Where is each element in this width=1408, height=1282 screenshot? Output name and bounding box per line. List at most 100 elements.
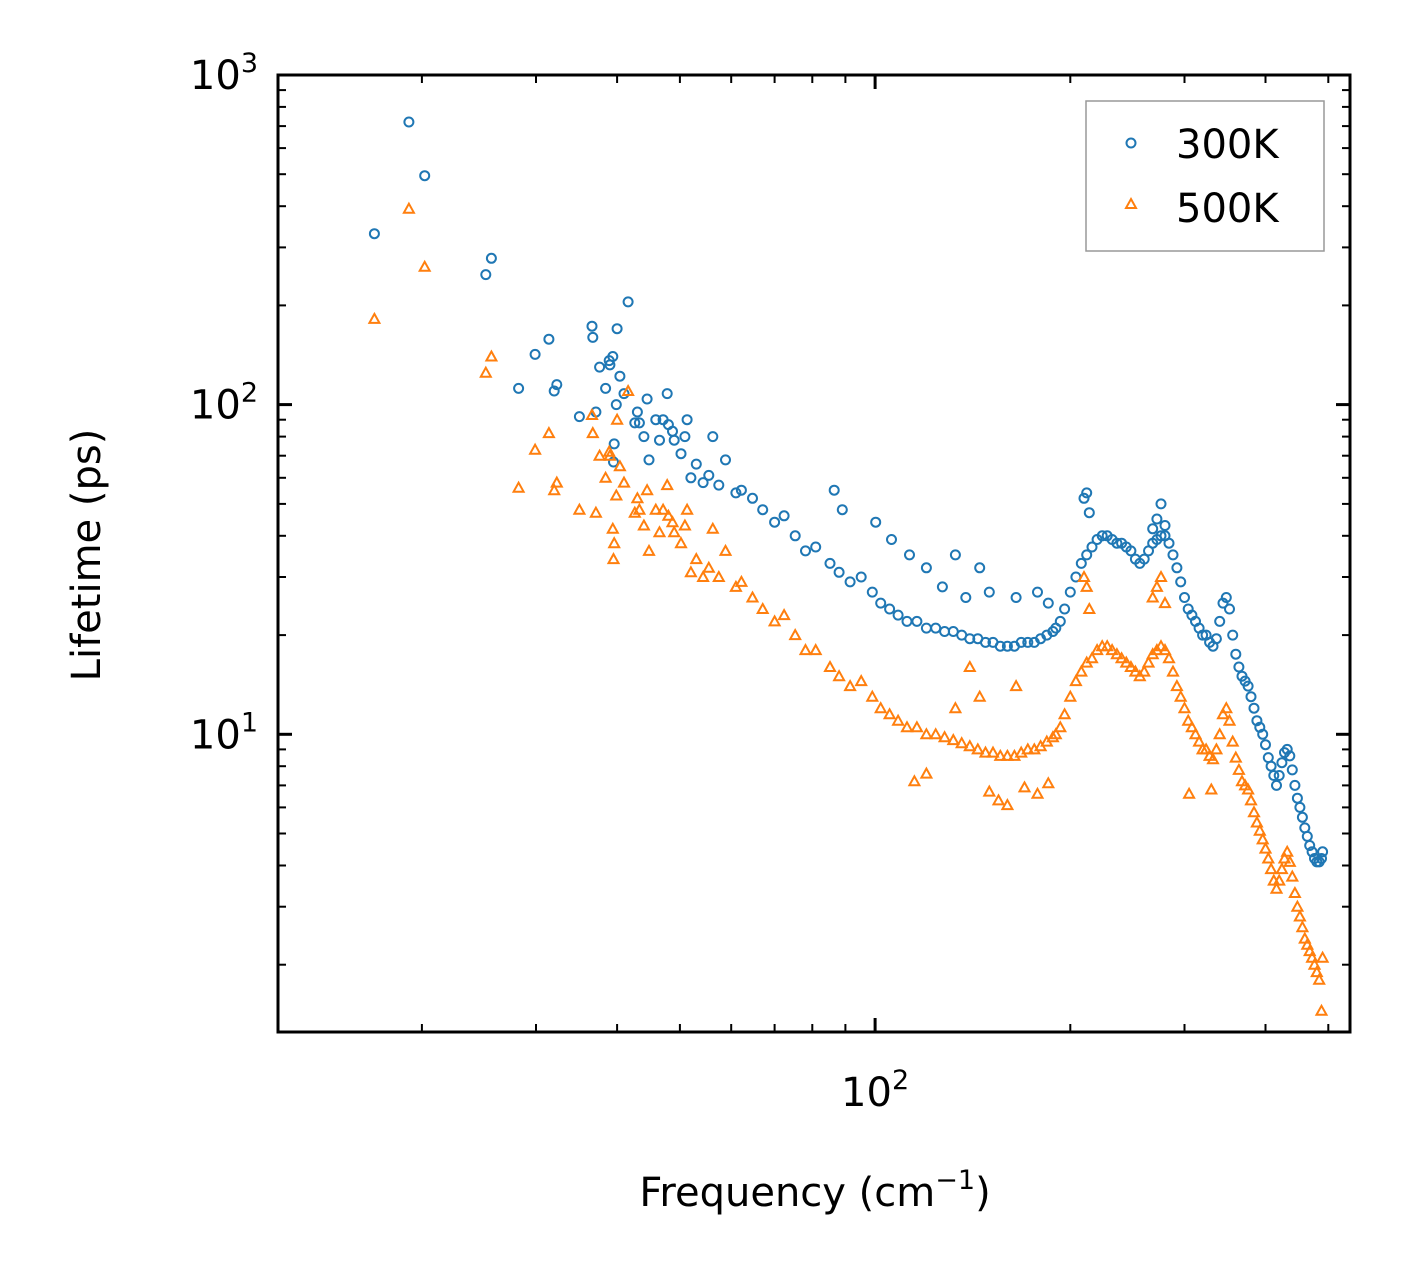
- point-500k: [606, 552, 621, 565]
- point-500k: [756, 601, 770, 614]
- point-500k: [640, 483, 654, 496]
- point-300k: [1284, 750, 1296, 762]
- point-500k: [1232, 762, 1246, 775]
- point-500k: [1150, 579, 1164, 592]
- point-300k: [668, 434, 680, 446]
- point-300k: [800, 545, 811, 557]
- point-500k: [767, 614, 782, 627]
- point-300k: [611, 323, 623, 335]
- point-500k: [1085, 651, 1099, 664]
- point-500k: [418, 259, 432, 272]
- point-300k: [622, 296, 634, 308]
- point-300k: [1210, 633, 1222, 645]
- x-tick-label: 102: [841, 1065, 909, 1116]
- point-500k: [586, 426, 600, 439]
- point-300k: [1233, 661, 1245, 673]
- data-points: [367, 116, 1330, 1016]
- point-500k: [652, 525, 667, 538]
- point-300k: [904, 549, 915, 561]
- point-500k: [1114, 651, 1129, 664]
- point-500k: [1295, 920, 1310, 933]
- legend: 300K 500K: [1085, 100, 1325, 252]
- point-500k: [1041, 776, 1055, 789]
- point-500k: [547, 483, 561, 496]
- point-500k: [613, 459, 627, 472]
- point-500k: [1288, 885, 1302, 898]
- point-500k: [1305, 950, 1319, 963]
- point-500k: [1119, 655, 1133, 668]
- point-500k: [684, 565, 698, 578]
- point-500k: [1128, 664, 1143, 677]
- point-500k: [665, 515, 680, 528]
- point-500k: [1162, 651, 1176, 664]
- point-500k: [1209, 742, 1224, 755]
- point-300k: [1260, 739, 1271, 751]
- point-500k: [1182, 786, 1196, 799]
- point-500k: [674, 536, 688, 549]
- point-500k: [402, 201, 416, 214]
- point-500k: [1053, 720, 1067, 733]
- point-500k: [1219, 701, 1233, 714]
- point-500k: [978, 745, 993, 758]
- point-300k: [960, 592, 972, 603]
- point-500k: [973, 689, 987, 702]
- point-300k: [901, 615, 913, 627]
- point-500k: [1244, 793, 1258, 806]
- point-500k: [854, 674, 868, 687]
- point-500k: [1074, 664, 1088, 677]
- point-500k: [1192, 734, 1206, 747]
- point-300k: [1163, 537, 1175, 549]
- point-300k: [1230, 648, 1242, 660]
- point-500k: [1110, 647, 1124, 660]
- point-300k: [757, 504, 769, 516]
- point-500k: [1069, 674, 1083, 687]
- point-300k: [875, 597, 887, 609]
- point-500k: [1017, 780, 1032, 793]
- point-300k: [419, 170, 431, 182]
- point-300k: [1296, 811, 1308, 823]
- point-300k: [1265, 760, 1277, 772]
- point-300k: [1059, 603, 1071, 615]
- point-300k: [810, 541, 822, 553]
- point-500k: [982, 784, 996, 797]
- point-500k: [621, 383, 635, 396]
- point-300k: [1155, 498, 1167, 510]
- point-500k: [937, 730, 952, 743]
- point-300k: [586, 320, 598, 332]
- point-300k: [1155, 530, 1167, 542]
- point-300k: [368, 228, 380, 240]
- point-500k: [788, 628, 802, 641]
- point-500k: [1057, 707, 1072, 720]
- point-500k: [882, 707, 897, 720]
- point-500k: [609, 488, 623, 501]
- point-500k: [734, 574, 749, 587]
- point-500k: [1261, 851, 1275, 864]
- point-300k: [573, 411, 585, 423]
- y-tick-label: 102: [190, 378, 258, 429]
- point-300k: [1081, 487, 1093, 499]
- point-500k: [1030, 786, 1045, 799]
- point-500k: [1253, 823, 1267, 836]
- point-500k: [1170, 679, 1184, 692]
- point-300k: [641, 393, 653, 405]
- point-500k: [986, 745, 1000, 758]
- point-300k: [480, 269, 492, 281]
- point-500k: [1250, 815, 1264, 828]
- point-300k: [1078, 492, 1090, 504]
- point-300k: [543, 333, 555, 345]
- point-300k: [1217, 597, 1229, 609]
- point-500k: [1293, 909, 1307, 922]
- point-300k: [650, 414, 662, 426]
- point-300k: [629, 417, 641, 429]
- point-300k: [1316, 853, 1327, 864]
- point-500k: [1216, 707, 1230, 720]
- point-300k: [911, 615, 923, 627]
- point-500k: [1229, 750, 1243, 763]
- point-300k: [1042, 597, 1054, 609]
- point-500k: [1185, 720, 1199, 733]
- point-300k: [551, 379, 563, 391]
- point-500k: [1285, 869, 1299, 882]
- point-500k: [642, 543, 656, 556]
- point-300k: [1291, 792, 1303, 804]
- point-500k: [572, 502, 587, 515]
